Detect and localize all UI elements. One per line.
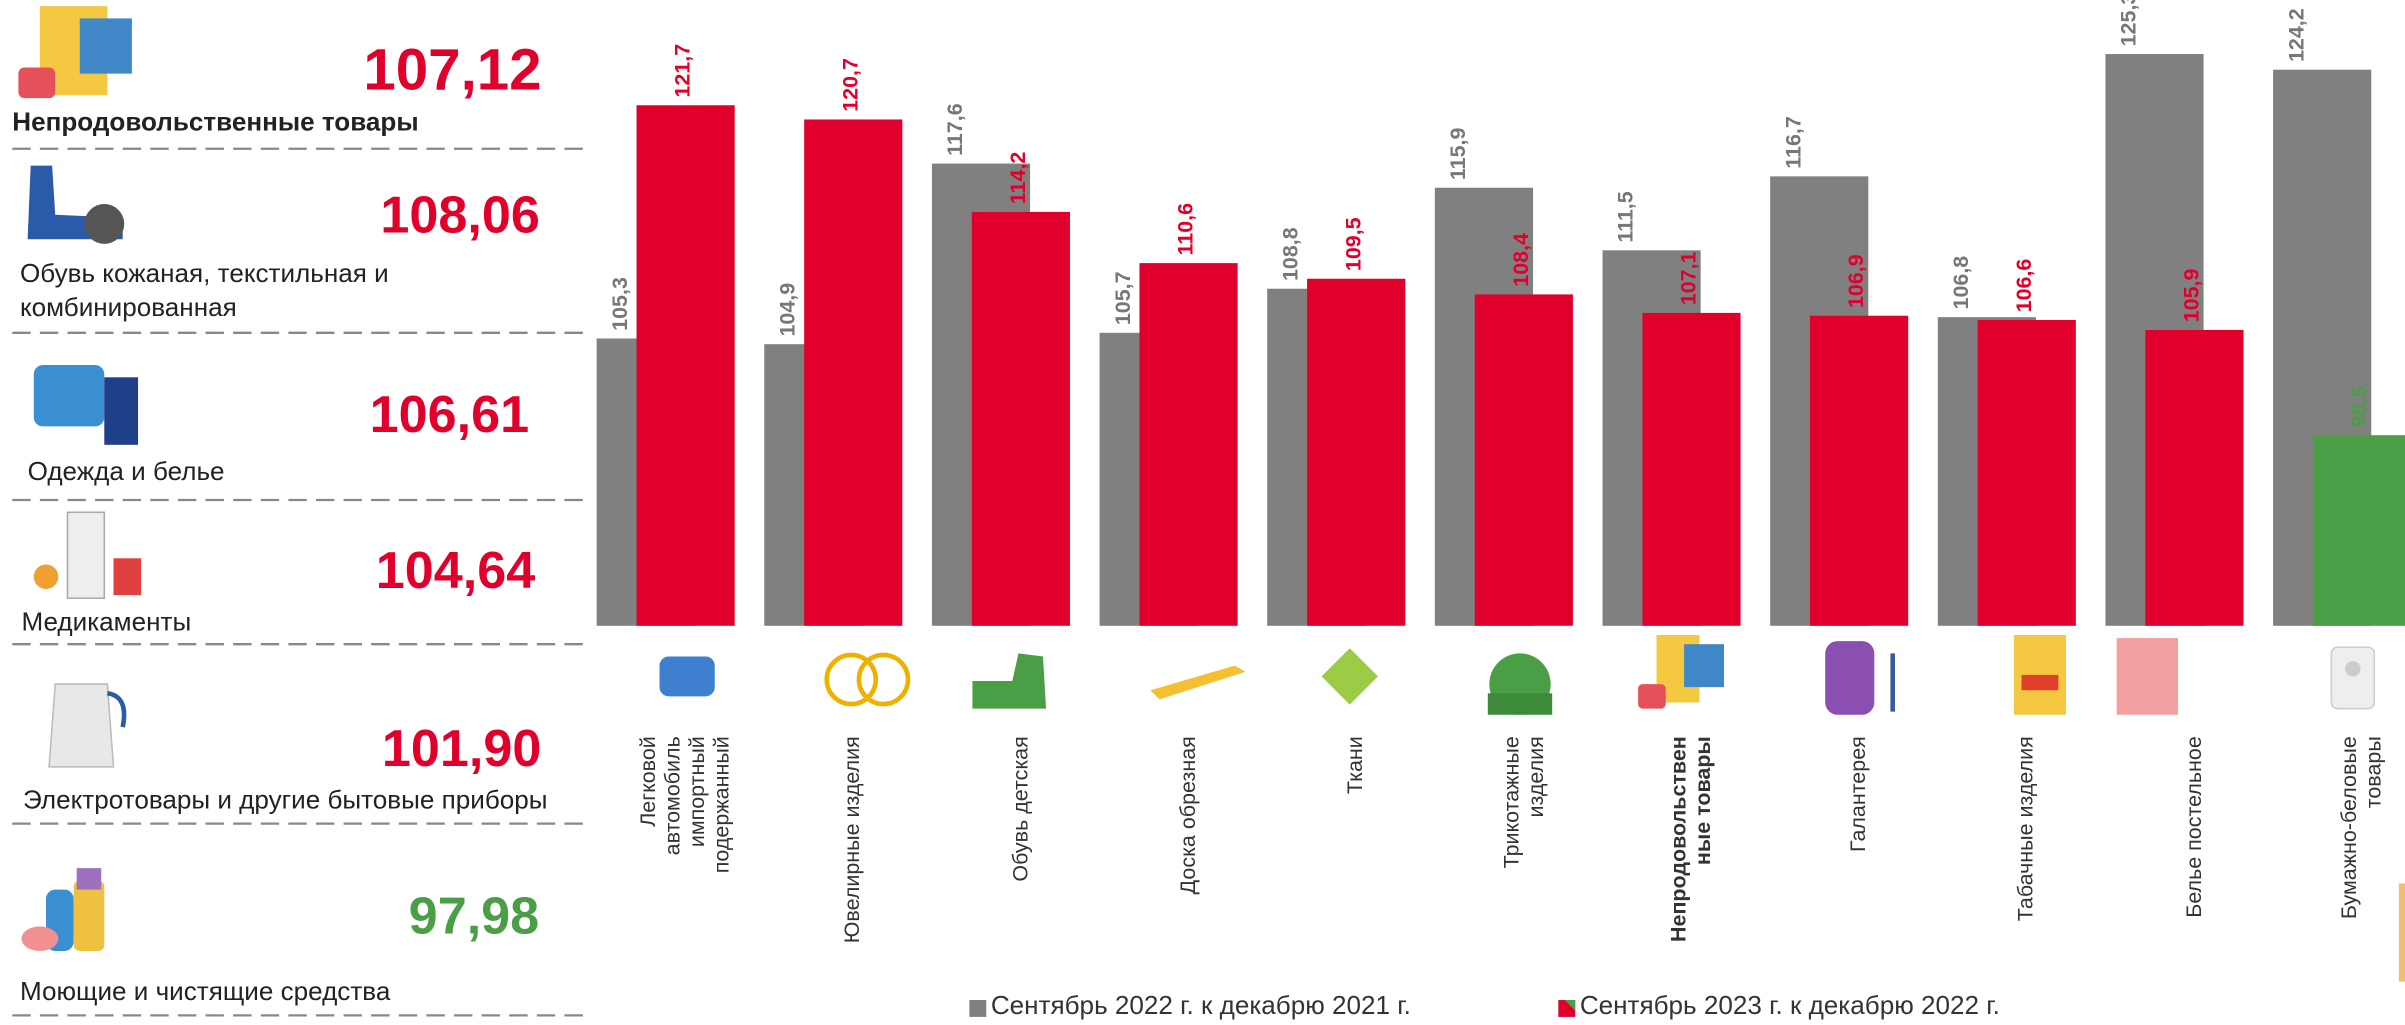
x-tick-label: Доска обрезная: [1175, 736, 1200, 1024]
bar: [1810, 316, 1908, 626]
x-tick-label: Ткани: [1342, 736, 1367, 1024]
value-label: 106,6: [2012, 259, 2036, 313]
value-label: 117,6: [943, 103, 967, 156]
bar: [637, 105, 735, 626]
indicator-value: 107,12: [363, 39, 541, 105]
indicator-value: 106,61: [370, 386, 530, 446]
x-tick-label: Трикотажные изделия: [1498, 736, 1547, 1024]
value-label: 110,6: [1174, 203, 1198, 256]
x-tick-label: Легковой автомобиль импортный подержанны…: [635, 736, 733, 1024]
legend-label: Сентябрь 2023 г. к декабрю 2022 г.: [1580, 991, 2000, 1022]
value-label: 106,9: [1844, 254, 1868, 308]
value-label: 105,3: [608, 277, 632, 331]
x-tick-label: Ювелирные изделия: [839, 736, 864, 1024]
value-label: 120,7: [838, 58, 862, 112]
x-tick-label: Непродовольствен ные товары: [1665, 736, 1714, 1024]
indicator-label: Одежда и белье: [28, 456, 225, 490]
indicator-value: 101,90: [382, 720, 542, 780]
value-label: 124,2: [2284, 8, 2308, 62]
value-label: 116,7: [1781, 116, 1805, 169]
indicator-label: Моющие и чистящие средства: [20, 975, 390, 1009]
indicator-label: Электротовары и другие бытовые приборы: [23, 784, 547, 818]
value-label: 105,7: [1111, 271, 1135, 325]
value-label: 98,5: [2347, 386, 2371, 428]
value-label: 121,7: [671, 44, 695, 98]
indicator-value: 104,64: [376, 542, 536, 602]
chart: 105,3 121,7 104,9 120,7 117,6 114,2 105,7 110,6…: [0, 0, 2405, 1025]
page: 105,3 121,7 104,9 120,7 117,6 114,2 105,7 110,6…: [0, 0, 2405, 1025]
bar: [1978, 320, 2076, 626]
value-label: 125,3: [2117, 0, 2141, 46]
bar: [1475, 294, 1573, 625]
bar: [1139, 263, 1237, 626]
x-tick-label: Галантерея: [1845, 736, 1870, 1024]
bar: [1307, 279, 1405, 626]
bar: [2145, 330, 2243, 626]
indicator-label: Непродовольственные товары: [12, 106, 418, 140]
bar: [2313, 435, 2405, 626]
value-label: 109,5: [1341, 217, 1365, 271]
value-label: 107,1: [1677, 251, 1701, 305]
infographic: 105,3 121,7 104,9 120,7 117,6 114,2 105,7 110,6…: [0, 0, 2405, 1025]
value-label: 104,9: [776, 283, 800, 337]
x-tick-label: Табачные изделия: [2013, 736, 2038, 1024]
bar: [1642, 313, 1740, 626]
bar: [804, 119, 902, 625]
bar: [972, 212, 1070, 626]
value-label: 106,8: [1949, 256, 1973, 310]
value-label: 108,4: [1509, 233, 1533, 287]
x-tick-label: Бумажно-беловые товары: [2336, 736, 2385, 1024]
indicator-label: Медикаменты: [21, 606, 191, 640]
indicator-value: 108,06: [380, 186, 540, 246]
indicator-value: 97,98: [409, 887, 540, 947]
indicator-label: Обувь кожаная, текстильная и комбинирова…: [20, 258, 389, 325]
value-label: 115,9: [1446, 127, 1470, 180]
legend-label: Сентябрь 2022 г. к декабрю 2021 г.: [991, 991, 1411, 1022]
value-label: 105,9: [2180, 269, 2204, 323]
value-label: 114,2: [1006, 152, 1030, 205]
legend-swatch: [969, 1000, 986, 1017]
value-label: 111,5: [1614, 191, 1638, 242]
x-tick-label: Обувь детская: [1007, 736, 1032, 1024]
value-label: 108,8: [1278, 227, 1302, 281]
x-tick-label: Белье постельное: [2181, 736, 2206, 1024]
